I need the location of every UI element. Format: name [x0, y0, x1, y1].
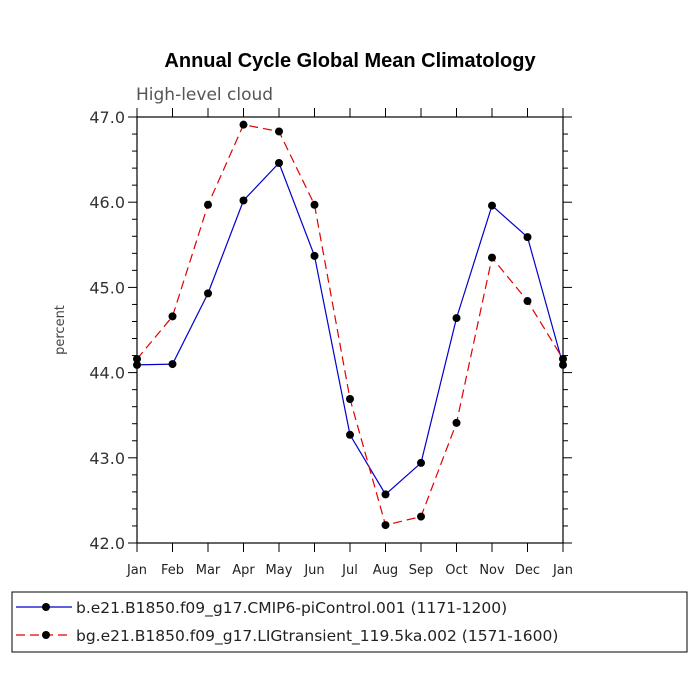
data-point-series-1: [381, 490, 390, 499]
legend-entry-label: b.e21.B1850.f09_g17.CMIP6-piControl.001 …: [76, 599, 507, 618]
legend-swatch-marker: [42, 631, 50, 639]
legend-entry-label: bg.e21.B1850.f09_g17.LIGtransient_119.5k…: [76, 627, 558, 646]
y-tick-label: 46.0: [89, 193, 125, 212]
data-point-series-1: [559, 360, 567, 369]
y-tick-label: 44.0: [89, 364, 125, 383]
data-point-series-2: [204, 200, 212, 209]
series-line-1: [136, 161, 564, 496]
chart-subtitle: High-level cloud: [136, 85, 273, 105]
x-tick-label: Aug: [373, 563, 398, 578]
data-point-series-2: [275, 127, 283, 136]
chart-title: Annual Cycle Global Mean Climatology: [164, 50, 536, 72]
data-point-series-1: [523, 233, 532, 242]
data-point-series-2: [168, 312, 177, 321]
data-point-series-2: [239, 120, 248, 129]
x-tick-label: Mar: [196, 563, 221, 578]
x-tick-label: Nov: [479, 563, 505, 578]
y-tick-label: 42.0: [89, 534, 125, 553]
data-point-series-1: [452, 314, 461, 323]
data-point-series-2: [133, 354, 141, 363]
data-point-series-2: [310, 200, 319, 209]
x-tick-label: Jan: [126, 563, 147, 578]
x-tick-label: Jun: [303, 563, 324, 578]
data-point-series-1: [275, 159, 283, 168]
x-tick-label: Feb: [161, 563, 184, 578]
data-point-series-1: [168, 360, 177, 369]
series-layer: [133, 120, 567, 530]
x-tick-label: Oct: [445, 563, 467, 578]
y-tick-label: 47.0: [89, 108, 125, 127]
legend-swatch-marker: [42, 603, 50, 611]
y-axis-label: percent: [53, 305, 68, 355]
data-point-series-1: [310, 251, 319, 260]
data-point-series-2: [523, 297, 532, 306]
y-tick-label: 45.0: [89, 278, 125, 297]
plot-frame: [136, 116, 564, 544]
y-tick-label: 43.0: [89, 449, 125, 468]
x-tick-label: May: [266, 563, 293, 578]
data-point-series-1: [204, 289, 212, 298]
data-point-series-1: [346, 430, 354, 439]
data-point-series-2: [488, 253, 496, 262]
x-tick-label: Apr: [232, 563, 255, 578]
plot-area: 42.0 43.0 44.0 45.0 46.0 47.0 Jan Feb Mar Apr May J…: [89, 108, 573, 578]
data-point-series-2: [346, 395, 354, 404]
legend: b.e21.B1850.f09_g17.CMIP6-piControl.001 …: [11, 591, 688, 653]
x-tick-label: Dec: [515, 563, 540, 578]
data-point-series-2: [381, 521, 390, 530]
data-point-series-2: [417, 512, 425, 521]
legend-box: [11, 591, 688, 653]
data-point-series-2: [559, 354, 567, 363]
data-point-series-1: [488, 201, 496, 210]
data-point-series-1: [417, 458, 425, 467]
x-tick-label: Jul: [341, 563, 358, 578]
data-point-series-2: [452, 418, 461, 427]
x-tick-label: Sep: [409, 563, 434, 578]
x-tick-label: Jan: [552, 563, 573, 578]
series-line-2: [136, 124, 564, 526]
data-point-series-1: [239, 196, 248, 205]
data-point-series-1: [133, 360, 141, 369]
